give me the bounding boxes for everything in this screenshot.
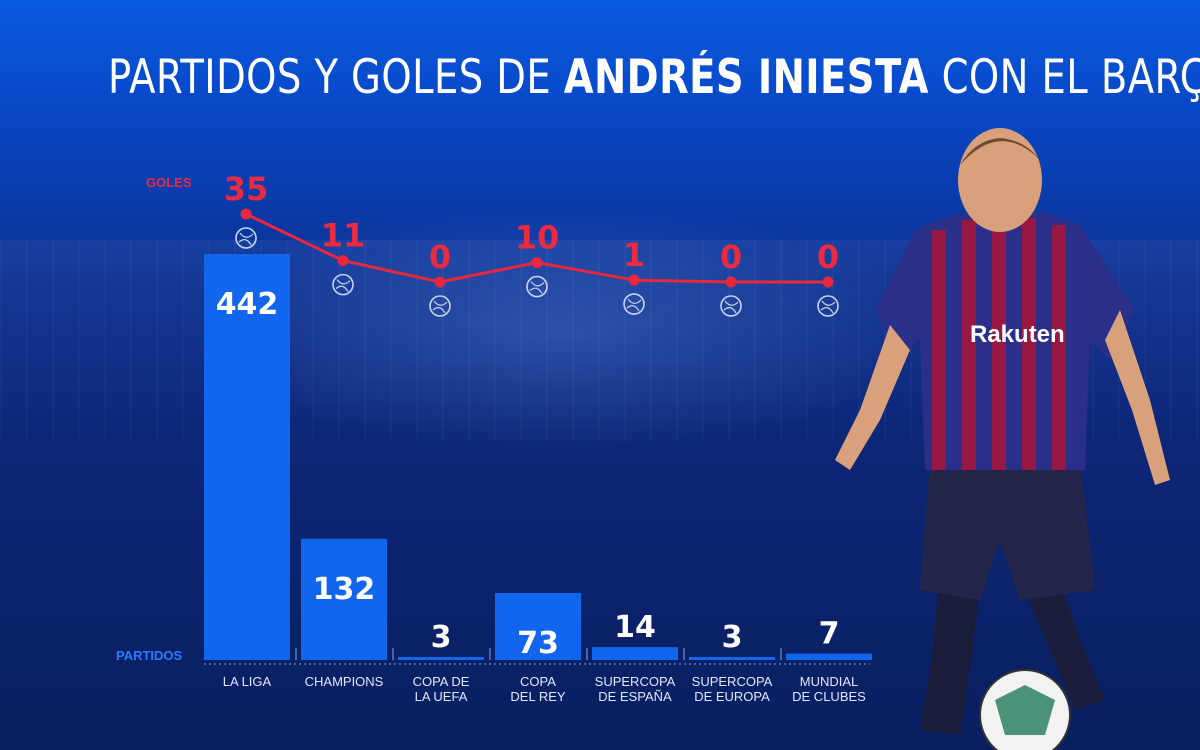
chart-title: PARTIDOS Y GOLES DE ANDRÉS INIESTA CON E… bbox=[108, 54, 1200, 101]
category-label-2-1: LA UEFA bbox=[415, 689, 468, 704]
category-label-3-0: COPA bbox=[520, 674, 556, 689]
title-highlight: ANDRÉS INIESTA bbox=[563, 50, 929, 105]
bar-partidos-4 bbox=[592, 647, 678, 660]
soccer-ball-icon-6 bbox=[817, 295, 839, 317]
category-label-6-1: DE CLUBES bbox=[792, 689, 866, 704]
bar-value-label-3: 73 bbox=[517, 626, 559, 661]
soccer-ball-icon-3 bbox=[526, 275, 548, 298]
bar-partidos-0 bbox=[204, 254, 290, 660]
goles-value-label-3: 10 bbox=[515, 219, 560, 257]
goles-point-4 bbox=[628, 274, 640, 286]
goles-point-0 bbox=[240, 208, 252, 220]
player-shirt-stripes bbox=[932, 215, 1066, 470]
soccer-ball-pattern bbox=[995, 685, 1055, 735]
soccer-ball-seam-4 bbox=[626, 298, 642, 312]
soccer-ball-icon-1 bbox=[332, 273, 354, 296]
soccer-ball-seam-2 bbox=[432, 300, 448, 314]
category-label-4-0: SUPERCOPA bbox=[595, 674, 676, 689]
player-head bbox=[958, 128, 1042, 232]
category-label-0-0: LA LIGA bbox=[223, 674, 272, 689]
soccer-ball-outline-2 bbox=[429, 295, 451, 317]
category-label-2-0: COPA DE bbox=[413, 674, 470, 689]
category-label-6-0: MUNDIAL bbox=[800, 674, 859, 689]
soccer-ball-seam-1 bbox=[335, 279, 351, 292]
bar-value-label-6: 7 bbox=[819, 617, 840, 652]
soccer-ball-outline-5 bbox=[720, 295, 742, 317]
bar-partidos-3 bbox=[495, 592, 581, 660]
goles-value-label-5: 0 bbox=[720, 238, 742, 276]
player-hair bbox=[960, 138, 1040, 165]
bar-partidos-2 bbox=[398, 657, 484, 660]
goles-value-label-2: 0 bbox=[429, 238, 451, 276]
bar-partidos-1 bbox=[301, 538, 387, 660]
title-part1: PARTIDOS Y GOLES DE bbox=[108, 50, 564, 105]
soccer-ball-outline-6 bbox=[817, 295, 839, 317]
goles-point-6 bbox=[822, 276, 834, 288]
soccer-ball-outline-1 bbox=[332, 273, 354, 296]
category-label-1-0: CHAMPIONS bbox=[305, 674, 384, 689]
bar-partidos-5 bbox=[689, 657, 775, 660]
soccer-ball-seam-5 bbox=[723, 300, 739, 314]
player-arm-left bbox=[835, 325, 910, 470]
bar-value-label-4: 14 bbox=[614, 610, 656, 645]
soccer-ball-icon-2 bbox=[429, 295, 451, 317]
player-arm-right bbox=[1105, 310, 1170, 485]
goles-value-label-1: 11 bbox=[321, 217, 366, 255]
soccer-ball-seam-3 bbox=[529, 281, 545, 294]
bar-value-label-5: 3 bbox=[722, 620, 743, 655]
soccer-ball-icon-0 bbox=[235, 227, 257, 249]
goles-value-label-4: 1 bbox=[623, 236, 645, 274]
soccer-ball-icon-4 bbox=[623, 293, 645, 315]
bar-value-label-2: 3 bbox=[431, 620, 452, 655]
soccer-ball-outline-4 bbox=[623, 293, 645, 315]
soccer-ball-outline-0 bbox=[235, 227, 257, 249]
player-shorts bbox=[920, 460, 1095, 600]
title-part2: CON EL BARÇA bbox=[941, 50, 1200, 105]
goles-point-3 bbox=[531, 257, 543, 269]
soccer-ball-seam-0 bbox=[238, 232, 254, 246]
bar-partidos-6 bbox=[786, 653, 872, 660]
player-leg-right bbox=[1020, 580, 1105, 710]
sponsor-text: Rakuten bbox=[970, 321, 1065, 348]
category-label-4-1: DE ESPAÑA bbox=[598, 689, 672, 704]
player-leg-left bbox=[920, 580, 980, 735]
goles-point-1 bbox=[337, 255, 349, 267]
category-label-3-1: DEL REY bbox=[510, 689, 565, 704]
bar-value-label-1: 132 bbox=[313, 572, 376, 607]
soccer-ball-seam-6 bbox=[820, 300, 836, 314]
goles-value-label-6: 0 bbox=[817, 238, 839, 276]
player-illustration: Rakuten bbox=[835, 128, 1170, 750]
soccer-ball-icon-5 bbox=[720, 295, 742, 317]
soccer-ball-outline-3 bbox=[526, 275, 548, 298]
goles-point-5 bbox=[725, 276, 737, 288]
bar-value-label-0: 442 bbox=[216, 287, 279, 322]
goles-value-label-0: 35 bbox=[224, 170, 269, 208]
partidos-series-label: PARTIDOS bbox=[116, 648, 183, 663]
category-label-5-0: SUPERCOPA bbox=[692, 674, 773, 689]
category-label-5-1: DE EUROPA bbox=[694, 689, 770, 704]
goles-series-label: GOLES bbox=[146, 175, 192, 190]
goles-point-2 bbox=[434, 276, 446, 288]
